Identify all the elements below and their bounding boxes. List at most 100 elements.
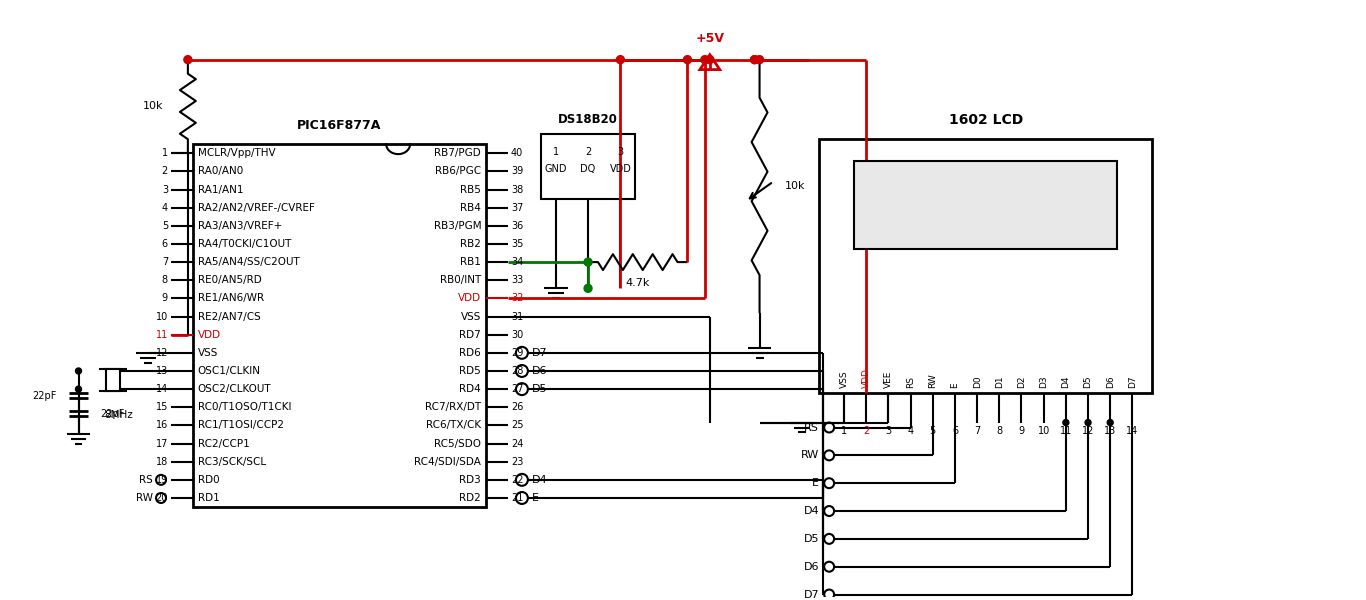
Text: 32: 32 <box>511 293 523 304</box>
Circle shape <box>683 56 691 64</box>
Circle shape <box>1085 419 1091 425</box>
Text: 10: 10 <box>1038 425 1050 436</box>
Text: 2: 2 <box>161 166 168 176</box>
Text: 14: 14 <box>1127 425 1138 436</box>
Text: RS: RS <box>906 376 915 388</box>
Text: D4: D4 <box>531 475 548 485</box>
Bar <box>193 144 486 507</box>
Text: 10: 10 <box>156 311 168 322</box>
Text: RD5: RD5 <box>459 366 481 376</box>
Text: RA0/AN0: RA0/AN0 <box>198 166 243 176</box>
Text: 3: 3 <box>617 147 623 157</box>
Text: RC2/CCP1: RC2/CCP1 <box>198 439 250 449</box>
Bar <box>820 139 1153 393</box>
Text: +5V: +5V <box>695 32 724 45</box>
Text: RA4/T0CKI/C1OUT: RA4/T0CKI/C1OUT <box>198 239 291 249</box>
Text: D6: D6 <box>531 366 548 376</box>
Text: RA3/AN3/VREF+: RA3/AN3/VREF+ <box>198 221 281 231</box>
Circle shape <box>701 56 709 64</box>
Text: DQ: DQ <box>581 164 596 174</box>
Text: VSS: VSS <box>840 370 848 388</box>
Text: D6: D6 <box>1105 375 1115 388</box>
Text: RC0/T1OSO/T1CKI: RC0/T1OSO/T1CKI <box>198 402 291 412</box>
Text: 26: 26 <box>511 402 523 412</box>
Circle shape <box>616 56 624 64</box>
Text: RA2/AN2/VREF-/CVREF: RA2/AN2/VREF-/CVREF <box>198 203 314 212</box>
Text: RE1/AN6/WR: RE1/AN6/WR <box>198 293 264 304</box>
Text: PIC16F877A: PIC16F877A <box>298 119 381 132</box>
Bar <box>107 369 120 391</box>
Circle shape <box>184 56 191 64</box>
Circle shape <box>585 284 591 292</box>
Text: 19: 19 <box>156 475 168 485</box>
Text: RE0/AN5/RD: RE0/AN5/RD <box>198 275 261 285</box>
Text: RB5: RB5 <box>460 185 481 194</box>
Text: RB0/INT: RB0/INT <box>440 275 481 285</box>
Text: 1: 1 <box>161 148 168 158</box>
Text: VSS: VSS <box>460 311 481 322</box>
Text: D4: D4 <box>803 506 820 516</box>
Text: 11: 11 <box>156 329 168 340</box>
Text: RW: RW <box>800 451 820 460</box>
Text: 13: 13 <box>156 366 168 376</box>
Text: D5: D5 <box>1083 375 1093 388</box>
Text: DS18B20: DS18B20 <box>559 113 617 126</box>
Text: 8: 8 <box>996 425 1003 436</box>
Text: 23: 23 <box>511 457 523 467</box>
Text: RC5/SDO: RC5/SDO <box>434 439 481 449</box>
Text: RS: RS <box>805 422 820 433</box>
Text: 20: 20 <box>156 493 168 503</box>
Text: 29: 29 <box>511 348 523 358</box>
Circle shape <box>750 56 758 64</box>
Text: RD2: RD2 <box>459 493 481 503</box>
Text: VDD: VDD <box>862 368 870 388</box>
Text: D7: D7 <box>803 590 820 599</box>
Text: 4: 4 <box>161 203 168 212</box>
Text: 22pF: 22pF <box>33 391 56 401</box>
Text: 15: 15 <box>156 402 168 412</box>
Text: RB4: RB4 <box>460 203 481 212</box>
Text: 10k: 10k <box>143 101 164 112</box>
Text: 8MHz: 8MHz <box>104 410 133 420</box>
Text: VDD: VDD <box>458 293 481 304</box>
Circle shape <box>1108 419 1113 425</box>
Text: 7: 7 <box>161 257 168 267</box>
Text: RW: RW <box>137 493 153 503</box>
Text: VEE: VEE <box>884 370 893 388</box>
Text: RD6: RD6 <box>459 348 481 358</box>
Bar <box>854 161 1117 248</box>
Text: E: E <box>951 382 959 388</box>
Text: RC3/SCK/SCL: RC3/SCK/SCL <box>198 457 266 467</box>
Text: 4: 4 <box>907 425 914 436</box>
Text: OSC1/CLKIN: OSC1/CLKIN <box>198 366 261 376</box>
Text: 6: 6 <box>161 239 168 249</box>
Text: GND: GND <box>545 164 567 174</box>
Text: D7: D7 <box>1128 375 1137 388</box>
Text: 4.7k: 4.7k <box>626 278 650 288</box>
Text: D1: D1 <box>994 375 1004 388</box>
Text: RB7/PGD: RB7/PGD <box>434 148 481 158</box>
Text: VDD: VDD <box>609 164 631 174</box>
Text: 35: 35 <box>511 239 523 249</box>
Text: 8: 8 <box>161 275 168 285</box>
Text: D3: D3 <box>1040 375 1048 388</box>
Text: 2: 2 <box>863 425 869 436</box>
Text: E: E <box>813 478 820 488</box>
Text: 31: 31 <box>511 311 523 322</box>
Text: 18: 18 <box>156 457 168 467</box>
Text: 1: 1 <box>553 147 559 157</box>
Text: 9: 9 <box>1019 425 1024 436</box>
Text: 3: 3 <box>885 425 892 436</box>
Text: RW: RW <box>929 373 937 388</box>
Text: 14: 14 <box>156 384 168 394</box>
Text: RD1: RD1 <box>198 493 220 503</box>
Text: 37: 37 <box>511 203 523 212</box>
Text: 21: 21 <box>511 493 523 503</box>
Text: RB3/PGM: RB3/PGM <box>433 221 481 231</box>
Text: 17: 17 <box>156 439 168 449</box>
Text: 11: 11 <box>1060 425 1072 436</box>
Text: 10k: 10k <box>784 181 805 191</box>
Circle shape <box>1063 419 1068 425</box>
Text: 27: 27 <box>511 384 523 394</box>
Text: OSC2/CLKOUT: OSC2/CLKOUT <box>198 384 272 394</box>
